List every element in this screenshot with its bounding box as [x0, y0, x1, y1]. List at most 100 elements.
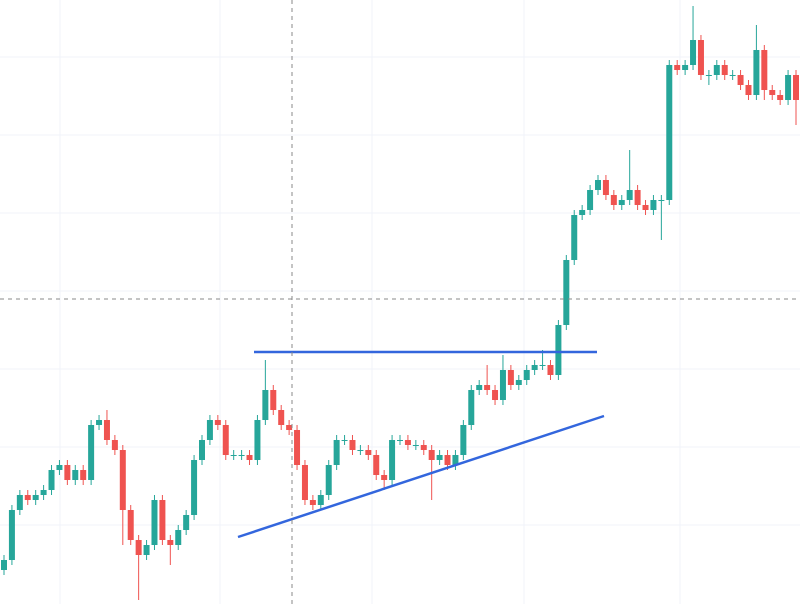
candle-body — [515, 380, 522, 385]
candle-body — [737, 75, 744, 85]
candle-body — [626, 190, 633, 200]
candle-body — [721, 65, 728, 75]
candle-body — [785, 75, 792, 100]
candles — [1, 6, 799, 600]
candle-body — [373, 455, 380, 475]
candle-body — [325, 465, 332, 495]
candle-body — [175, 530, 182, 545]
candle-body — [452, 455, 459, 465]
candle-body — [135, 540, 142, 555]
candle-body — [365, 450, 372, 455]
candle-body — [793, 75, 799, 100]
candle-body — [127, 510, 134, 540]
candle-body — [278, 410, 285, 425]
candle-body — [214, 420, 221, 425]
candle-body — [309, 500, 316, 505]
candle-body — [420, 445, 427, 450]
candle-body — [222, 425, 229, 455]
candle-body — [238, 455, 245, 456]
candle-body — [666, 65, 673, 200]
candle-body — [697, 40, 704, 75]
candle-body — [72, 470, 79, 480]
candle-body — [642, 205, 649, 210]
candle-body — [595, 180, 601, 190]
candle-body — [16, 495, 23, 510]
candle-body — [769, 90, 776, 95]
candle-body — [460, 425, 467, 455]
candle-body — [563, 260, 570, 325]
candle-body — [333, 440, 340, 465]
candle-body — [183, 515, 190, 530]
candle-body — [341, 440, 348, 441]
candle-body — [404, 440, 411, 445]
candle-body — [476, 385, 483, 390]
candle-body — [674, 65, 681, 70]
candle-body — [254, 420, 261, 460]
candle-body — [48, 470, 55, 490]
candle-body — [80, 470, 87, 480]
candle-body — [389, 440, 396, 480]
candle-body — [357, 450, 364, 451]
candle-body — [119, 450, 126, 510]
candle-body — [317, 495, 324, 505]
candle-body — [40, 490, 47, 495]
candle-body — [88, 425, 95, 480]
candle-body — [602, 180, 609, 195]
candle-body — [397, 440, 403, 441]
candle-body — [246, 455, 253, 460]
candle-body — [167, 540, 174, 545]
candle-body — [206, 420, 213, 440]
candle-body — [753, 50, 760, 95]
candle-body — [294, 430, 301, 465]
candle-body — [444, 455, 451, 465]
candle-body — [634, 190, 641, 205]
candle-body — [579, 210, 586, 215]
candle-body — [56, 465, 63, 470]
candle-body — [729, 75, 736, 76]
candle-body — [468, 390, 475, 425]
candle-body — [705, 75, 712, 76]
candle-body — [499, 370, 506, 400]
vertical-grid — [59, 0, 681, 604]
candle-body — [650, 200, 657, 210]
candle-body — [436, 455, 443, 460]
candle-body — [381, 475, 388, 480]
candle-body — [64, 465, 71, 480]
candle-body — [32, 495, 39, 500]
candle-body — [571, 215, 578, 260]
candle-body — [8, 510, 15, 560]
candle-body — [111, 440, 118, 450]
candle-body — [96, 420, 103, 425]
trendlines — [237, 350, 605, 539]
candle-body — [539, 365, 546, 366]
candle-body — [143, 545, 150, 555]
candle-body — [507, 370, 514, 385]
candle-body — [523, 370, 530, 380]
candle-body — [301, 465, 308, 500]
candle-body — [777, 95, 784, 100]
candle-body — [191, 460, 198, 515]
candle-body — [412, 445, 419, 446]
candle-body — [428, 450, 435, 460]
candle-body — [262, 390, 269, 420]
candle-body — [555, 325, 562, 375]
candle-body — [713, 65, 720, 75]
candle-body — [745, 85, 752, 95]
candle-body — [270, 390, 277, 410]
candle-body — [484, 385, 491, 390]
candle-body — [587, 190, 594, 210]
candle-body — [690, 40, 697, 65]
candle-body — [492, 390, 499, 400]
candle-body — [103, 420, 110, 440]
candle-body — [682, 65, 689, 70]
candle-body — [159, 500, 166, 540]
candle-body — [618, 200, 625, 205]
candle-body — [151, 500, 158, 545]
candle-body — [1, 560, 7, 570]
candle-body — [658, 200, 665, 201]
candle-body — [199, 440, 205, 460]
candle-body — [286, 425, 293, 430]
candle-body — [230, 455, 237, 456]
candle-body — [610, 195, 617, 205]
trendline — [237, 414, 605, 539]
